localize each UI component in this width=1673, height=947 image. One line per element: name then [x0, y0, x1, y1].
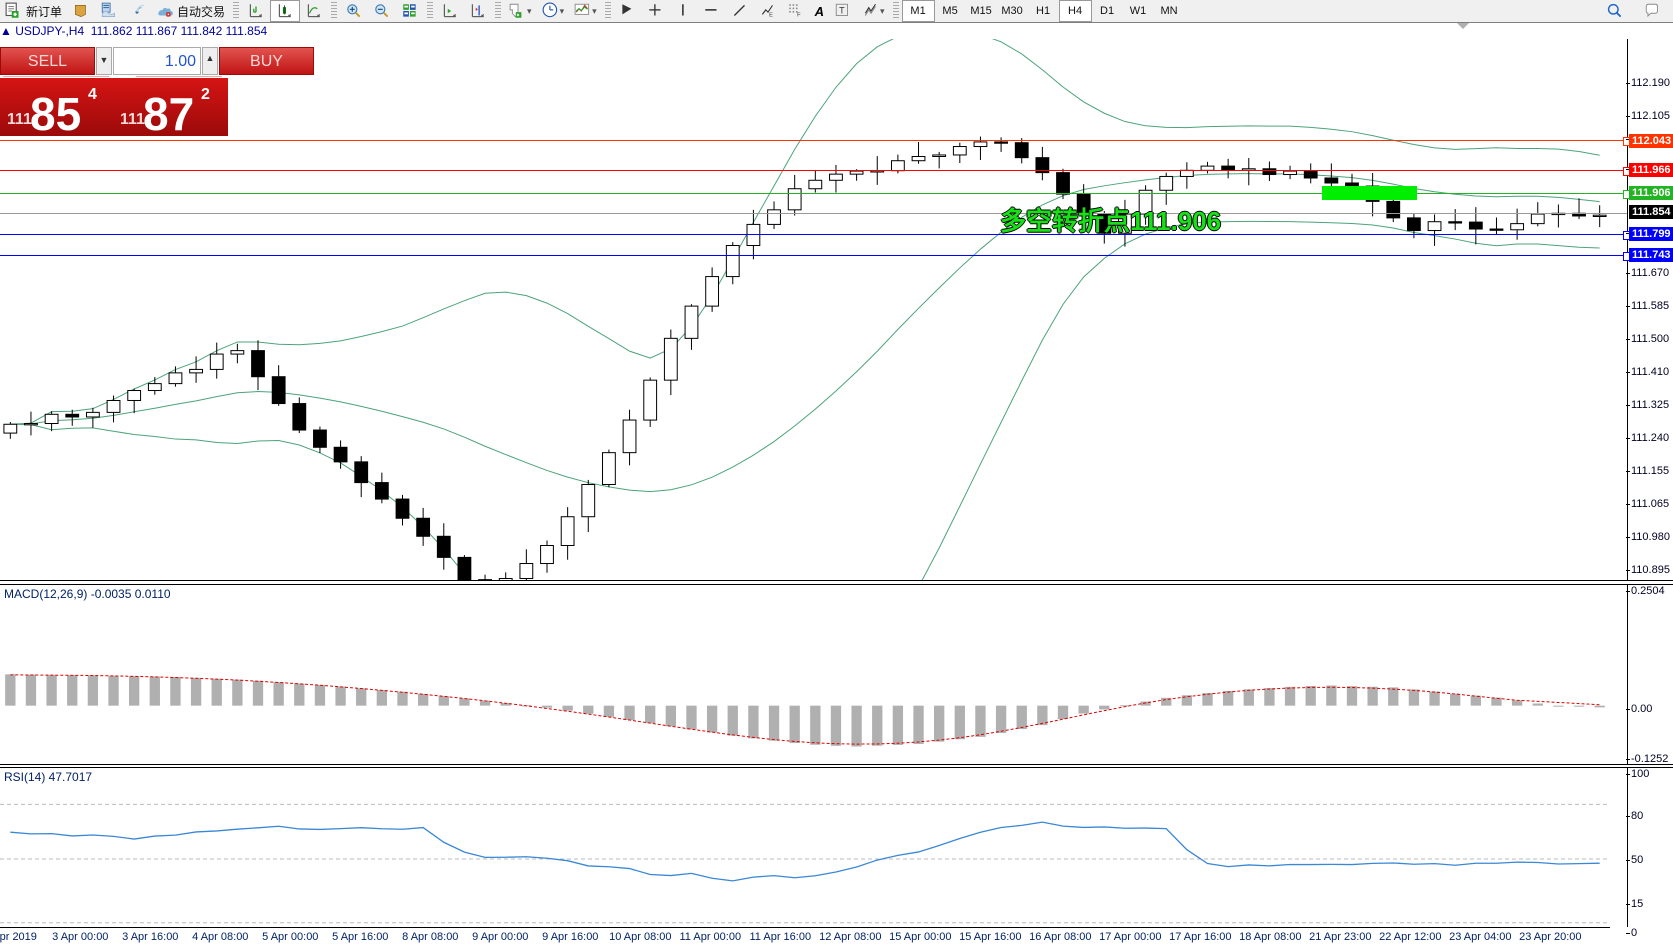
svg-text:E: E	[769, 13, 773, 19]
svg-text:T: T	[839, 5, 845, 15]
svg-text:F: F	[797, 13, 801, 19]
